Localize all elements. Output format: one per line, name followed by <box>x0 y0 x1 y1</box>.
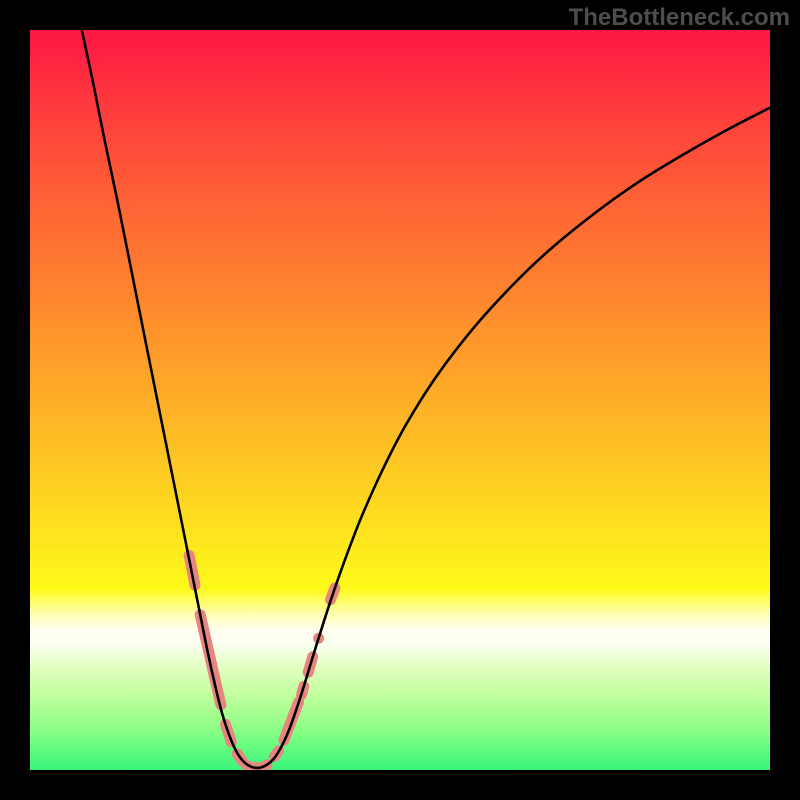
gradient-background <box>30 30 770 770</box>
plot-svg <box>0 0 800 800</box>
watermark-text: TheBottleneck.com <box>569 4 790 32</box>
chart-canvas: TheBottleneck.com <box>0 0 800 800</box>
